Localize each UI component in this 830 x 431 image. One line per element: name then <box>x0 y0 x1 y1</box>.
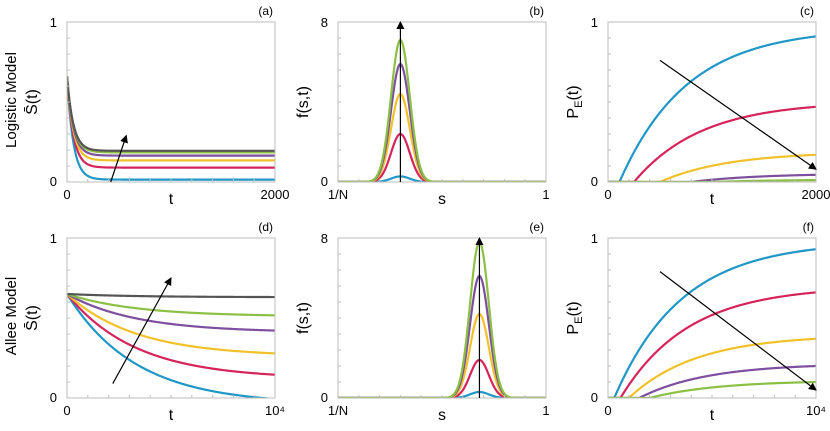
x-axis-label: t <box>169 407 174 424</box>
series-group <box>67 292 275 398</box>
trend-arrow <box>659 271 817 391</box>
y-tick-label: 8 <box>321 231 328 246</box>
series-line-yellow <box>608 153 816 182</box>
series-line-blue <box>608 35 816 182</box>
y-tick-label: 1 <box>591 231 598 246</box>
x-axis-label: t <box>169 191 174 208</box>
y-axis-label: PE(t) <box>565 85 585 118</box>
y-tick-label: 1 <box>50 15 57 30</box>
axes-box <box>607 21 817 183</box>
panel-b: 1/N 1 0 8 s f(s,t) (b) <box>295 4 550 208</box>
series-group <box>608 35 816 182</box>
panel-e: 1/N 1 0 8 s f(s,t) (e) <box>295 220 550 424</box>
series-line-purple <box>67 76 275 157</box>
y-tick-label: 0 <box>591 174 598 189</box>
series-line-purple <box>67 293 275 332</box>
series-line-yellow <box>608 337 816 398</box>
y-tick-label: 0 <box>321 390 328 405</box>
y-tick-label: 1 <box>591 15 598 30</box>
y-axis-label: f(s,t) <box>295 302 312 334</box>
series-line-green <box>338 38 546 182</box>
series-line-purple <box>338 62 546 182</box>
trend-arrow <box>112 277 172 384</box>
trend-arrow <box>659 59 817 170</box>
x-tick-label: 1 <box>542 187 549 202</box>
panel-label: (a) <box>258 4 273 18</box>
trend-arrow <box>110 134 128 183</box>
series-line-yellow <box>338 312 546 398</box>
series-line-green <box>608 380 816 398</box>
x-tick-label: 10⁴ <box>806 403 826 418</box>
series-line-red <box>608 105 816 182</box>
x-tick-label: 0 <box>604 187 611 202</box>
series-line-green <box>608 178 816 182</box>
series-line-red <box>608 291 816 398</box>
y-tick-label: 8 <box>321 15 328 30</box>
panel-c: 0 2000 0 1 t PE(t) (c) <box>565 4 830 208</box>
x-tick-label: 0 <box>604 403 611 418</box>
row-label-logistic: Logistic Model <box>3 52 20 148</box>
axes-box <box>337 237 547 399</box>
panel-a: 0 2000 0 1 t S̄(t) (a) <box>24 4 290 208</box>
series-line-red <box>67 76 275 169</box>
series-line-red <box>67 293 275 376</box>
x-tick-label: 0 <box>63 403 70 418</box>
x-tick-label: 10⁴ <box>265 403 285 418</box>
series-line-purple <box>608 364 816 398</box>
x-tick-label: 2000 <box>261 187 290 202</box>
x-tick-label: 0 <box>63 187 70 202</box>
series-group <box>608 248 816 398</box>
y-tick-label: 0 <box>591 390 598 405</box>
series-line-yellow <box>338 92 546 182</box>
series-line-green <box>67 76 275 154</box>
x-tick-label: 1 <box>542 403 549 418</box>
panel-f: 0 10⁴ 0 1 t PE(t) (f) <box>565 220 826 424</box>
series-line-green <box>67 292 275 317</box>
axes-box <box>66 21 276 183</box>
x-axis-label: t <box>710 191 715 208</box>
series-line-blue <box>608 248 816 398</box>
y-axis-label: S̄(t) <box>24 89 41 115</box>
y-axis-label: S̄(t) <box>24 305 41 331</box>
panel-label: (e) <box>529 220 544 234</box>
panel-d: 0 10⁴ 0 1 t S̄(t) (d) <box>24 220 285 424</box>
series-line-dark <box>67 292 275 299</box>
series-line-red <box>338 358 546 398</box>
panel-label: (d) <box>258 220 273 234</box>
y-tick-label: 0 <box>321 174 328 189</box>
axes-box <box>607 237 817 399</box>
series-line-green <box>338 240 546 398</box>
series-group <box>338 38 546 182</box>
y-tick-label: 0 <box>50 174 57 189</box>
x-axis-label: s <box>438 407 446 424</box>
panel-label: (c) <box>800 4 814 18</box>
row-label-allee: Allee Model <box>3 277 20 355</box>
y-axis-label: f(s,t) <box>295 86 312 118</box>
series-line-blue <box>67 293 275 398</box>
series-group <box>338 240 546 398</box>
x-axis-label: s <box>438 191 446 208</box>
series-line-yellow <box>67 293 275 355</box>
series-group <box>67 76 275 181</box>
series-line-yellow <box>67 76 275 162</box>
x-axis-label: t <box>710 407 715 424</box>
series-line-dark <box>67 76 275 152</box>
y-axis-label: PE(t) <box>565 301 585 334</box>
x-tick-label: 2000 <box>802 187 830 202</box>
series-line-blue <box>67 76 275 181</box>
y-tick-label: 0 <box>50 390 57 405</box>
series-line-purple <box>338 274 546 398</box>
panel-label: (b) <box>529 4 544 18</box>
axes-box <box>337 21 547 183</box>
y-tick-label: 1 <box>50 231 57 246</box>
x-tick-label: 1/N <box>328 187 348 202</box>
x-tick-label: 1/N <box>328 403 348 418</box>
series-line-red <box>338 132 546 182</box>
panel-label: (f) <box>803 220 814 234</box>
